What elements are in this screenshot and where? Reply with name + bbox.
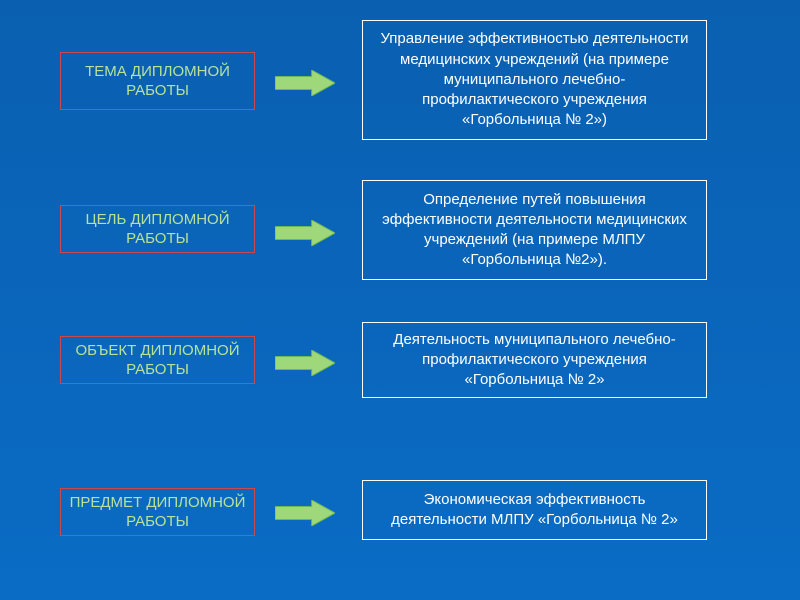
label-tsel: ЦЕЛЬ ДИПЛОМНОЙ РАБОТЫ (60, 205, 255, 253)
arrow-obekt (275, 350, 335, 381)
arrow-tema (275, 70, 335, 101)
content-tema: Управление эффективностью деятельности м… (362, 20, 707, 140)
arrow-tsel (275, 220, 335, 251)
content-tsel: Определение путей повышения эффективност… (362, 180, 707, 280)
content-predmet: Экономическая эффективность деятельности… (362, 480, 707, 540)
label-predmet: ПРЕДМЕТ ДИПЛОМНОЙ РАБОТЫ (60, 488, 255, 536)
arrow-predmet (275, 500, 335, 531)
label-obekt: ОБЪЕКТ ДИПЛОМНОЙ РАБОТЫ (60, 336, 255, 384)
content-obekt: Деятельность муниципального лечебно-проф… (362, 322, 707, 398)
label-tema: ТЕМА ДИПЛОМНОЙ РАБОТЫ (60, 52, 255, 110)
